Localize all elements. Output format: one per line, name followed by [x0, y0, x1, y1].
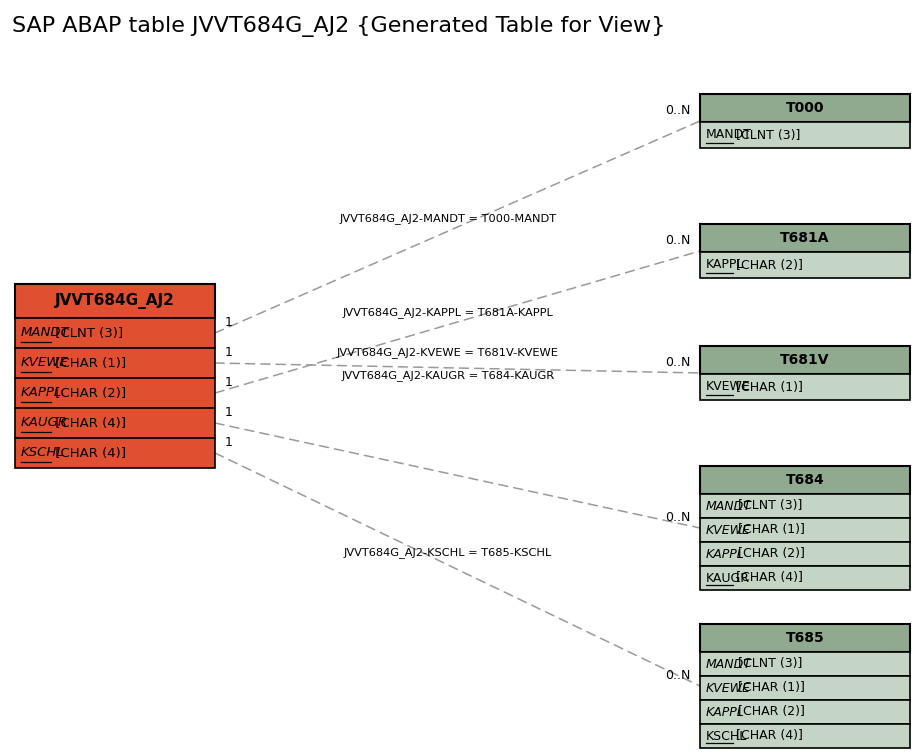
Text: [CHAR (4)]: [CHAR (4)] — [733, 730, 803, 743]
Text: KVEWE: KVEWE — [706, 523, 751, 537]
Bar — [15, 408, 215, 438]
Text: [CLNT (3)]: [CLNT (3)] — [734, 499, 802, 513]
Text: 1: 1 — [225, 346, 233, 359]
Text: KSCHL: KSCHL — [21, 446, 65, 459]
Bar — [700, 566, 910, 590]
Text: KVEWE: KVEWE — [706, 381, 750, 394]
Bar — [15, 378, 215, 408]
Text: T681V: T681V — [780, 353, 830, 367]
Text: JVVT684G_AJ2-KAPPL = T681A-KAPPL: JVVT684G_AJ2-KAPPL = T681A-KAPPL — [342, 307, 553, 318]
Bar — [15, 438, 215, 468]
Bar — [700, 94, 910, 122]
Bar — [15, 348, 215, 378]
Bar — [700, 346, 910, 374]
Text: 1: 1 — [225, 406, 233, 419]
Text: 1: 1 — [225, 316, 233, 329]
Text: MANDT: MANDT — [21, 326, 70, 339]
Text: 1: 1 — [225, 436, 233, 449]
Text: MANDT: MANDT — [706, 657, 752, 670]
Bar — [700, 624, 910, 652]
Bar — [700, 518, 910, 542]
Text: T000: T000 — [785, 101, 824, 115]
Bar — [700, 252, 910, 278]
Text: KAPPL: KAPPL — [706, 706, 745, 719]
Text: 1: 1 — [225, 376, 233, 389]
Text: SAP ABAP table JVVT684G_AJ2 {Generated Table for View}: SAP ABAP table JVVT684G_AJ2 {Generated T… — [12, 16, 665, 37]
Text: MANDT: MANDT — [706, 128, 752, 142]
Text: 0..N: 0..N — [665, 669, 690, 682]
Text: [CLNT (3)]: [CLNT (3)] — [733, 128, 801, 142]
Text: MANDT: MANDT — [706, 499, 752, 513]
Text: T681A: T681A — [780, 231, 830, 245]
Bar — [700, 700, 910, 724]
Text: 0..N: 0..N — [665, 356, 690, 369]
Bar — [700, 542, 910, 566]
Text: JVVT684G_AJ2-KSCHL = T685-KSCHL: JVVT684G_AJ2-KSCHL = T685-KSCHL — [343, 547, 552, 558]
Text: [CHAR (2)]: [CHAR (2)] — [734, 547, 804, 560]
Text: T684: T684 — [785, 473, 824, 487]
Bar — [700, 224, 910, 252]
Text: 0..N: 0..N — [665, 104, 690, 117]
Text: KAUGR: KAUGR — [706, 572, 750, 584]
Text: KAPPL: KAPPL — [706, 547, 745, 560]
Text: KVEWE: KVEWE — [706, 682, 751, 694]
Text: [CHAR (4)]: [CHAR (4)] — [733, 572, 803, 584]
Bar — [15, 318, 215, 348]
Text: T685: T685 — [785, 631, 824, 645]
Text: KAPPL: KAPPL — [706, 259, 744, 271]
Text: JVVT684G_AJ2: JVVT684G_AJ2 — [55, 293, 175, 309]
Text: [CHAR (4)]: [CHAR (4)] — [51, 446, 126, 459]
Text: KAUGR: KAUGR — [21, 416, 68, 430]
Text: [CHAR (1)]: [CHAR (1)] — [733, 381, 803, 394]
Text: 0..N: 0..N — [665, 511, 690, 524]
Text: JVVT684G_AJ2-MANDT = T000-MANDT: JVVT684G_AJ2-MANDT = T000-MANDT — [340, 213, 557, 224]
Bar — [700, 652, 910, 676]
Text: [CHAR (1)]: [CHAR (1)] — [734, 682, 804, 694]
Text: [CLNT (3)]: [CLNT (3)] — [734, 657, 802, 670]
Text: KAPPL: KAPPL — [21, 387, 62, 400]
Text: [CHAR (1)]: [CHAR (1)] — [51, 357, 126, 369]
Bar — [15, 284, 215, 318]
Bar — [700, 676, 910, 700]
Text: JVVT684G_AJ2-KVEWE = T681V-KVEWE: JVVT684G_AJ2-KVEWE = T681V-KVEWE — [337, 347, 558, 358]
Text: [CHAR (2)]: [CHAR (2)] — [734, 706, 804, 719]
Text: [CHAR (1)]: [CHAR (1)] — [734, 523, 804, 537]
Text: [CHAR (4)]: [CHAR (4)] — [51, 416, 126, 430]
Bar — [700, 122, 910, 148]
Text: 0..N: 0..N — [665, 234, 690, 247]
Text: [CLNT (3)]: [CLNT (3)] — [51, 326, 123, 339]
Bar — [700, 494, 910, 518]
Text: [CHAR (2)]: [CHAR (2)] — [733, 259, 803, 271]
Text: KSCHL: KSCHL — [706, 730, 748, 743]
Bar — [700, 724, 910, 748]
Text: JVVT684G_AJ2-KAUGR = T684-KAUGR: JVVT684G_AJ2-KAUGR = T684-KAUGR — [342, 369, 555, 381]
Text: [CHAR (2)]: [CHAR (2)] — [51, 387, 126, 400]
Bar — [700, 466, 910, 494]
Bar — [700, 374, 910, 400]
Text: KVEWE: KVEWE — [21, 357, 68, 369]
